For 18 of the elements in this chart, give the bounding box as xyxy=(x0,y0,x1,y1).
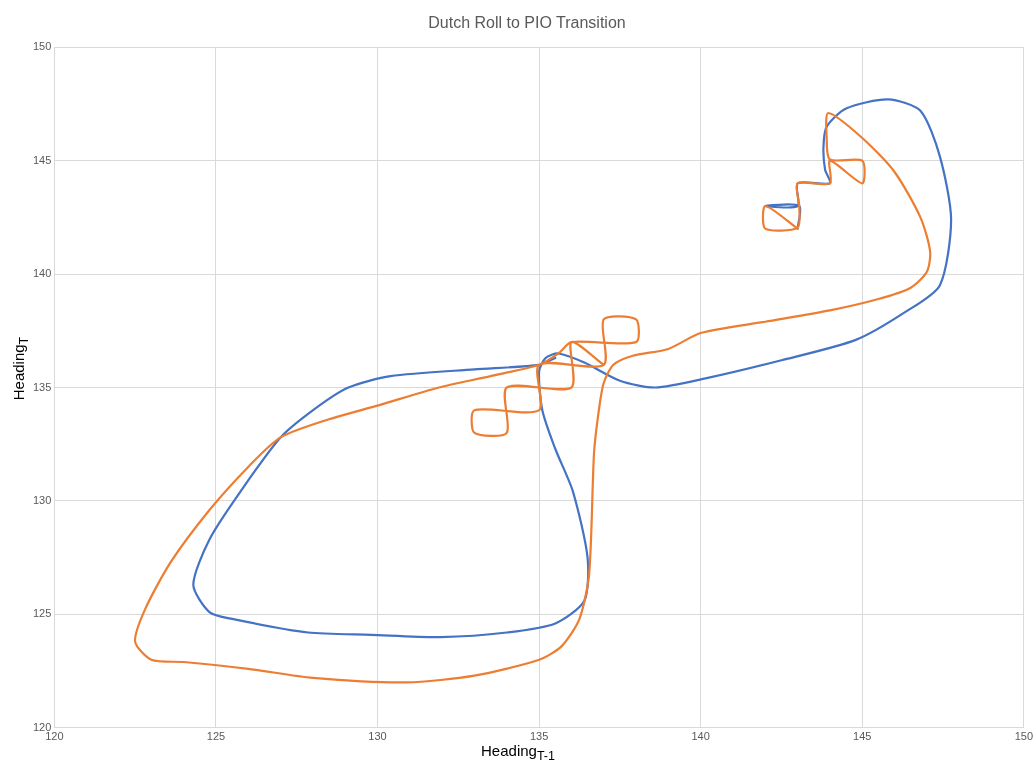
x-tick-label: 145 xyxy=(853,730,872,743)
y-tick-label: 135 xyxy=(32,380,52,393)
y-tick-label: 150 xyxy=(32,40,52,53)
y-tick-label: 130 xyxy=(32,493,52,506)
x-axis-title: Heading$_{T-1}$ xyxy=(480,742,556,763)
x-tick-label: 150 xyxy=(1014,730,1033,743)
x-tick-label: 135 xyxy=(529,730,549,743)
line-series xyxy=(192,98,953,639)
chart-title: Dutch Roll to PIO Transition xyxy=(428,14,626,32)
x-tick-label: 120 xyxy=(45,730,64,743)
x-tick-label: 125 xyxy=(206,730,226,743)
y-tick-label: 140 xyxy=(32,267,52,280)
line-series xyxy=(134,111,932,684)
y-tick-label: 145 xyxy=(32,153,52,166)
y-tick-label: 120 xyxy=(32,720,52,733)
x-tick-label: 130 xyxy=(368,730,387,743)
y-tick-label: 125 xyxy=(32,607,52,620)
x-tick-label: 140 xyxy=(691,730,710,743)
